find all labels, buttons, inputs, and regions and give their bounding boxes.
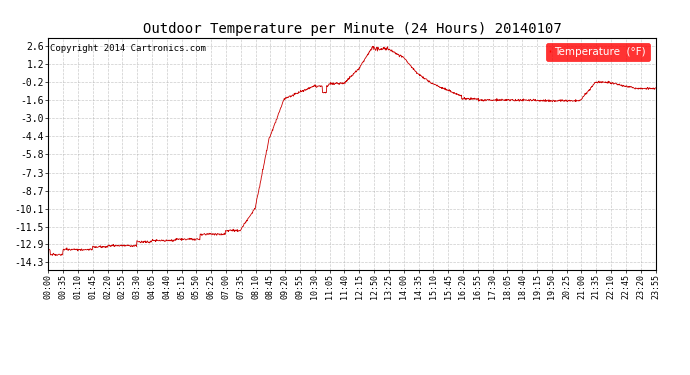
Legend: Temperature  (°F): Temperature (°F) [546,43,650,61]
Title: Outdoor Temperature per Minute (24 Hours) 20140107: Outdoor Temperature per Minute (24 Hours… [143,22,561,36]
Text: Copyright 2014 Cartronics.com: Copyright 2014 Cartronics.com [50,45,206,54]
